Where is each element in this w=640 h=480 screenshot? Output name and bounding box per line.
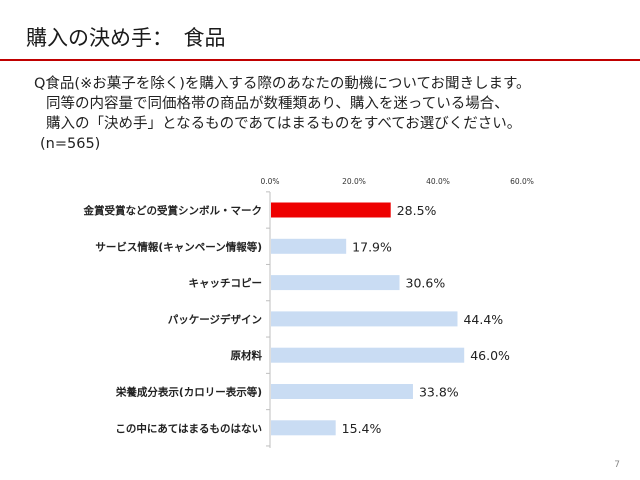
question-text: Q食品(※お菓子を除く)を購入する際のあなたの動機についてお聞きします。 同等の… xyxy=(34,74,531,154)
bar xyxy=(271,347,465,363)
bar xyxy=(271,311,458,327)
category-label: 金賞受賞などの受賞シンボル・マーク xyxy=(83,204,263,217)
question-line-2: 同等の内容量で同価格帯の商品が数種類あり、購入を迷っている場合、 xyxy=(46,96,509,112)
bar xyxy=(271,420,336,436)
data-label: 30.6% xyxy=(406,276,446,291)
category-label: キャッチコピー xyxy=(189,278,263,290)
data-label: 33.8% xyxy=(419,385,459,400)
x-tick-label: 20.0% xyxy=(342,177,366,186)
x-tick-label: 40.0% xyxy=(426,177,450,186)
category-label: サービス情報(キャンペーン情報等) xyxy=(95,240,262,253)
question-line-3: 購入の「決め手」となるものであてはまるものをすべてお選びください。 xyxy=(46,116,522,132)
title-divider xyxy=(0,59,640,61)
bar xyxy=(271,202,391,218)
sample-size: (n=565) xyxy=(40,136,101,152)
data-label: 17.9% xyxy=(352,239,392,254)
data-label: 46.0% xyxy=(470,348,510,363)
bar xyxy=(271,384,413,399)
category-label: 原材料 xyxy=(231,349,263,362)
page-title: 購入の決め手： 食品 xyxy=(26,26,226,50)
category-label: この中にあてはまるものはない xyxy=(115,422,262,435)
x-tick-label: 60.0% xyxy=(510,177,534,186)
bar xyxy=(271,238,347,254)
bar xyxy=(271,275,400,291)
x-tick-label: 0.0% xyxy=(260,177,279,186)
category-label: パッケージデザイン xyxy=(168,313,262,326)
data-label: 15.4% xyxy=(342,421,382,436)
data-label: 28.5% xyxy=(397,203,437,218)
data-label: 44.4% xyxy=(463,312,503,327)
question-line-1: Q食品(※お菓子を除く)を購入する際のあなたの動機についてお聞きします。 xyxy=(34,76,531,92)
page-number: 7 xyxy=(614,460,620,470)
category-label: 栄養成分表示(カロリー表示等) xyxy=(115,386,262,399)
